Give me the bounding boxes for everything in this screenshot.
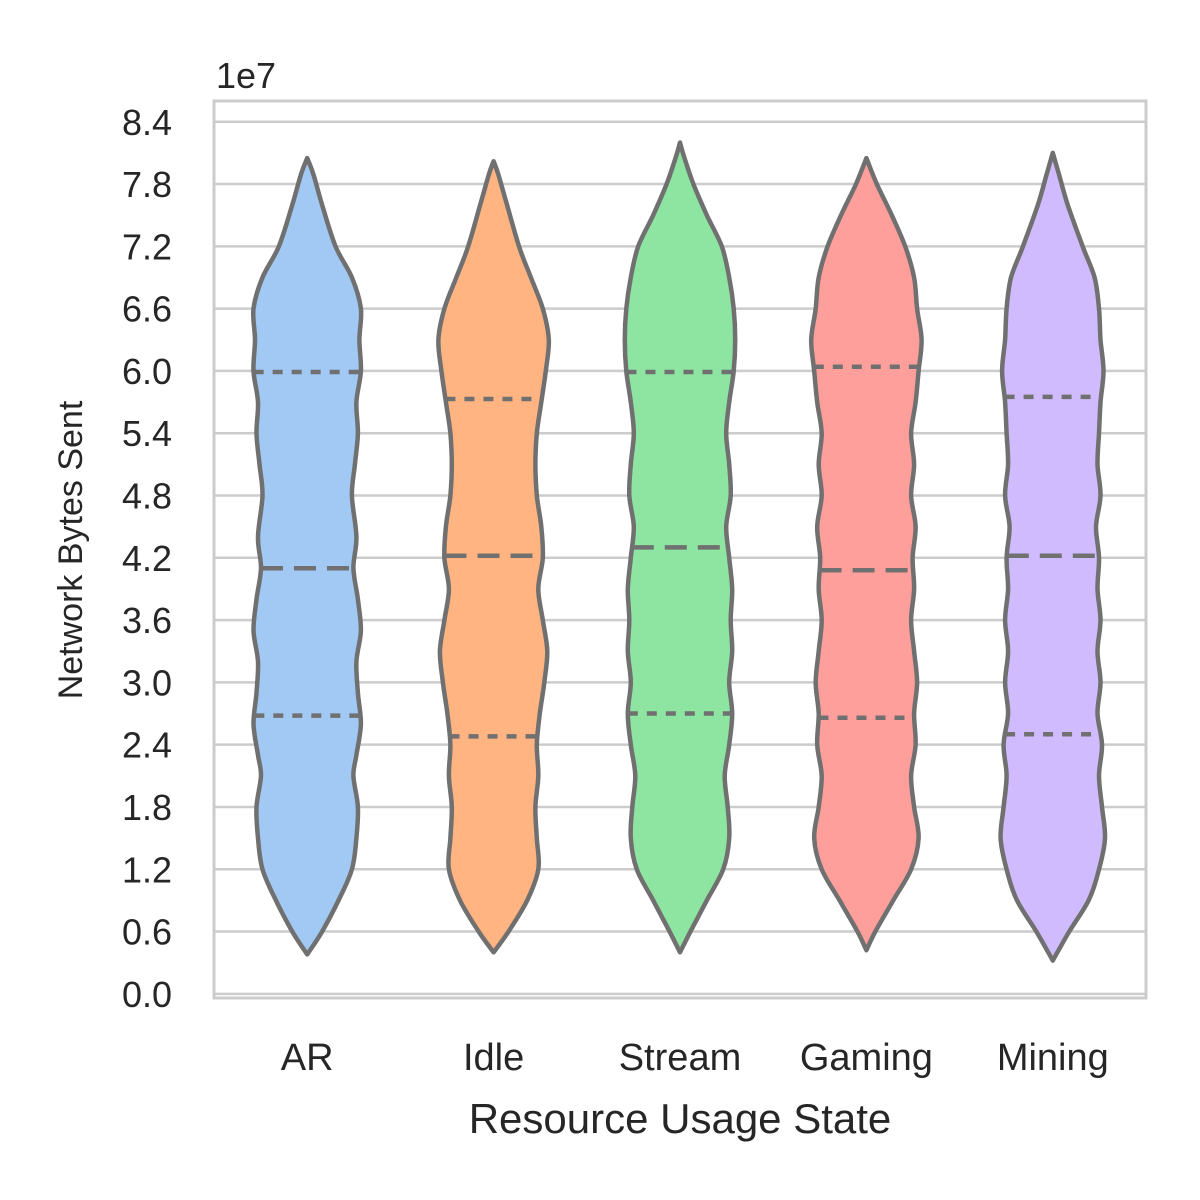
y-tick-label: 8.4 [122, 102, 172, 143]
violin-body [250, 155, 364, 957]
y-tick-label: 7.8 [122, 164, 172, 205]
violin-mining [998, 150, 1108, 963]
y-tick-label: 0.6 [122, 912, 172, 953]
x-tick-label: AR [281, 1037, 334, 1079]
y-axis-label: Network Bytes Sent [52, 400, 90, 699]
y-tick-label: 1.2 [122, 849, 172, 890]
y-tick-label: 7.2 [122, 226, 172, 267]
plot-frame [212, 99, 1148, 1000]
y-tick-label: 2.4 [122, 725, 172, 766]
y-axis-offset-label: 1e7 [216, 55, 276, 96]
y-tick-label: 3.6 [122, 600, 172, 641]
y-tick-label: 5.4 [122, 413, 172, 454]
x-axis-ticks: AR Idle Stream Gaming Mining [281, 1037, 1109, 1079]
y-tick-label: 0.0 [122, 974, 172, 1015]
y-tick-label: 1.8 [122, 787, 172, 828]
violins [250, 140, 1108, 963]
violin-gaming [808, 155, 924, 953]
y-axis-ticks: 0.0 0.6 1.2 1.8 2.4 3.0 3.6 4.2 4.8 5.4 6.0 6.6 7.2 7… [122, 102, 172, 1015]
y-tick-label: 4.8 [122, 476, 172, 517]
x-tick-label: Idle [463, 1037, 524, 1079]
violin-idle [436, 158, 552, 955]
y-tick-label: 3.0 [122, 662, 172, 703]
x-tick-label: Gaming [800, 1037, 933, 1079]
violin-ar [250, 155, 364, 957]
x-tick-label: Stream [619, 1037, 741, 1079]
violin-stream [622, 140, 738, 955]
y-tick-label: 6.6 [122, 289, 172, 330]
x-tick-label: Mining [997, 1037, 1109, 1079]
x-axis-label: Resource Usage State [469, 1095, 892, 1142]
violin-body [808, 155, 924, 953]
y-tick-label: 6.0 [122, 351, 172, 392]
y-tick-label: 4.2 [122, 538, 172, 579]
